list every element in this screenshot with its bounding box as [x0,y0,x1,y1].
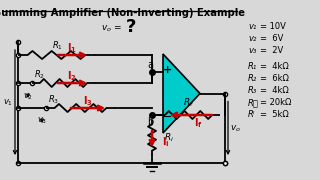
Text: b: b [147,117,153,127]
Text: $R_i$: $R_i$ [164,131,174,144]
Text: =  6V: = 6V [260,34,284,43]
Text: =: = [114,23,124,32]
Text: $\mathbf{I_f}$: $\mathbf{I_f}$ [194,116,203,130]
Text: =  4kΩ: = 4kΩ [260,62,289,71]
Text: =  4kΩ: = 4kΩ [260,86,289,95]
Text: $R_f$: $R_f$ [183,97,194,109]
Text: Rᴵ: Rᴵ [248,110,255,119]
Text: R₁: R₁ [248,62,257,71]
Text: R⁦: R⁦ [248,98,259,107]
Text: $\mathbf{I_1}$: $\mathbf{I_1}$ [67,41,77,55]
Text: $v_o$: $v_o$ [101,23,112,33]
Text: R₂: R₂ [248,74,257,83]
Text: v₂: v₂ [248,34,256,43]
Text: v₃: v₃ [248,46,256,55]
Text: Summing Amplifier (Non-Inverting) Example: Summing Amplifier (Non-Inverting) Exampl… [0,8,245,18]
Text: −: − [162,111,172,123]
Text: v₁: v₁ [248,22,256,31]
Text: ?: ? [126,18,136,36]
Text: = 20kΩ: = 20kΩ [260,98,292,107]
Text: $R_1$: $R_1$ [52,40,62,52]
Text: $R_3$: $R_3$ [48,94,59,106]
Text: =  2V: = 2V [260,46,283,55]
Text: =  5kΩ: = 5kΩ [260,110,289,119]
Text: $\mathbf{I_3}$: $\mathbf{I_3}$ [83,94,93,108]
Text: $\mathbf{I_i}$: $\mathbf{I_i}$ [162,136,170,149]
Text: = 10V: = 10V [260,22,286,31]
Text: =  6kΩ: = 6kΩ [260,74,289,83]
Text: +: + [162,65,172,75]
Polygon shape [163,54,200,133]
Text: $v_o$: $v_o$ [230,123,241,134]
Text: $\mathbf{I_2}$: $\mathbf{I_2}$ [67,69,77,83]
Text: R₃: R₃ [248,86,257,95]
Text: $v_3$: $v_3$ [37,116,47,127]
Text: $v_2$: $v_2$ [23,91,33,102]
Text: a: a [147,60,153,70]
Text: $R_2$: $R_2$ [34,69,45,81]
Text: $v_1$: $v_1$ [3,97,13,108]
